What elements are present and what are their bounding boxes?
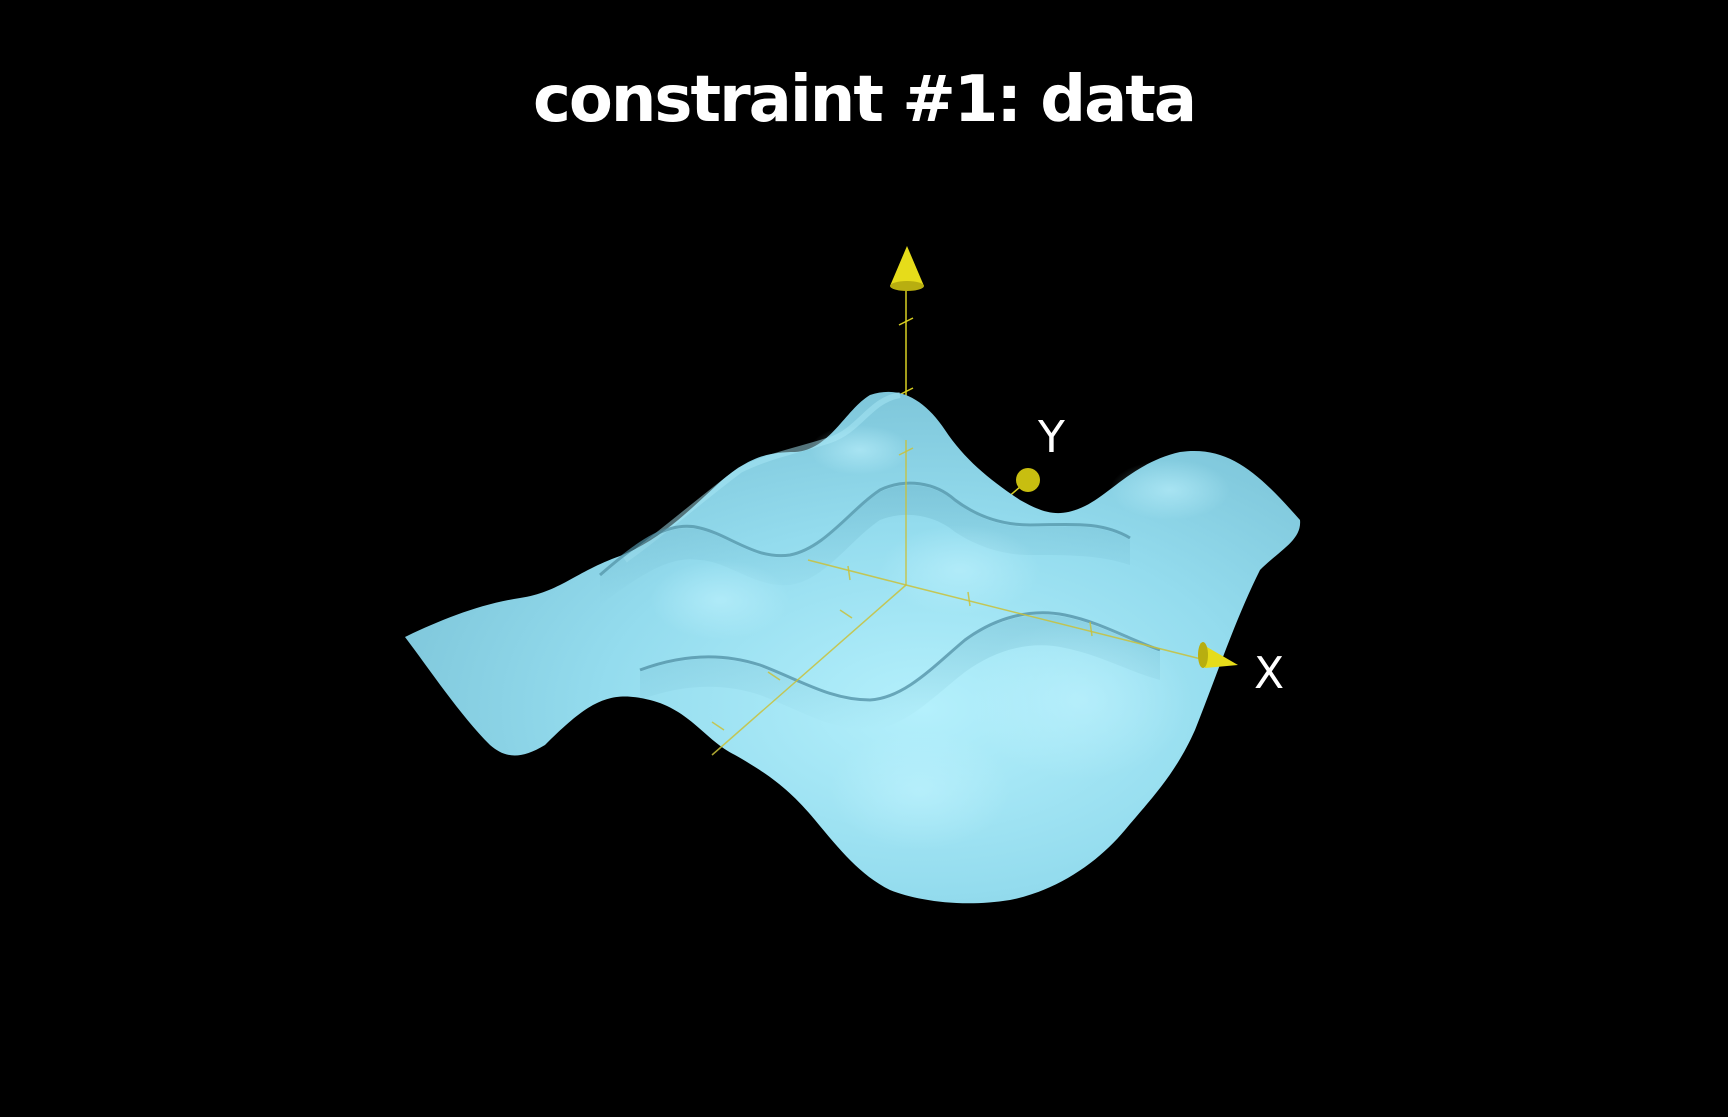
x-axis-arrow-base [1198,642,1208,668]
z-axis-arrow-icon [890,246,924,286]
x-axis-line [905,584,1206,661]
back-axis-line [807,559,907,586]
x-axis-label: X [1254,648,1284,699]
x-axis-arrow [1198,642,1238,668]
slide-title: constraint #1: data [532,63,1197,137]
y-axis-label: Y [1037,412,1065,463]
surface-bump-highlight [830,730,1010,850]
x-axis-tick [967,591,971,607]
surface-bump-highlight [650,560,790,640]
x-axis-tick [1089,621,1093,637]
surface-front-ridge [639,611,1161,702]
z-axis-arrow-base [890,281,924,291]
y-axis-end-marker-icon [1016,468,1040,492]
axis-overlay [711,440,1206,756]
y-axis-tick [711,721,725,731]
z-axis-tick [898,317,914,326]
y-axis-tick [767,671,781,681]
surface-bump-highlight [880,525,1040,615]
back-axis-tick [847,565,851,581]
y-axis-tick [839,609,853,619]
surface-bump-highlight [970,620,1190,780]
surface-bump-highlight [810,425,910,475]
z-axis-tick [898,447,914,456]
surface-bump-highlight [1110,460,1230,520]
surface-back-ridge [623,392,901,563]
y-axis-line-front [711,584,907,756]
x-axis-arrow-icon [1200,643,1238,668]
surface-mid-ridge [599,481,1131,577]
